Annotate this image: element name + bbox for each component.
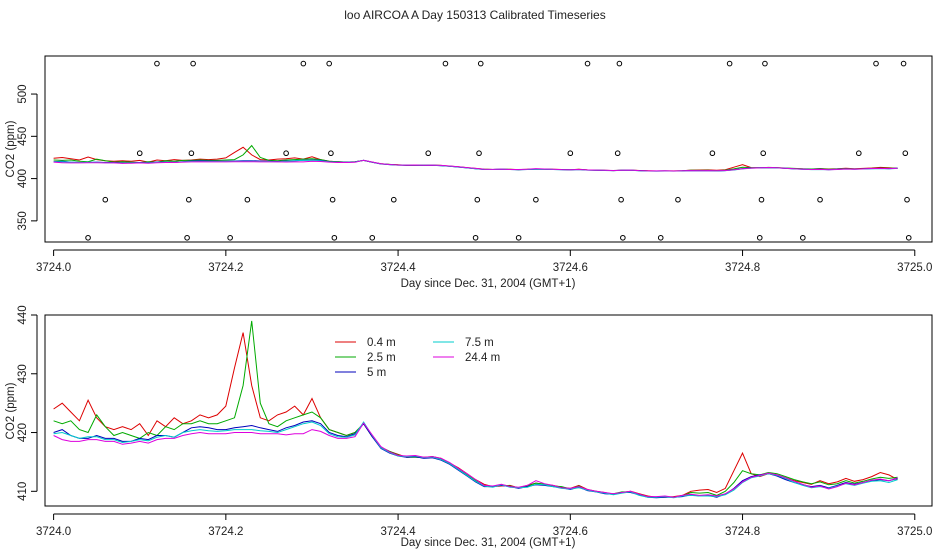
calibration-point <box>756 234 763 241</box>
bottom-axis-ticks: 3724.0 3724.2 3724.4 3724.6 3724.8 3725.0 410 4… <box>17 305 932 538</box>
top-plot-frame <box>44 55 933 243</box>
bottom-y-tick-label: 430 <box>17 364 29 383</box>
bottom-y-tick-label: 420 <box>17 423 29 442</box>
calibration-point <box>900 60 907 67</box>
calibration-point <box>800 234 806 241</box>
top-panel: 3724.0 3724.2 3724.4 3724.6 3724.8 3725.0 350 4… <box>5 55 933 290</box>
calibration-point <box>472 234 479 241</box>
calibration-point <box>154 60 160 67</box>
calibration-point <box>390 196 397 203</box>
top-series-lines <box>53 144 898 172</box>
series-line <box>53 421 898 499</box>
calibration-point <box>369 234 376 241</box>
calibration-point <box>85 234 91 241</box>
calibration-point <box>425 150 432 157</box>
calibration-point <box>474 196 481 203</box>
calibration-point <box>515 234 522 241</box>
top-y-tick-label: 400 <box>17 169 29 188</box>
calibration-point <box>584 60 591 67</box>
calibration-point <box>328 150 334 157</box>
calibration-point <box>102 196 109 203</box>
calibration-point <box>762 60 768 67</box>
calibration-point <box>616 60 623 67</box>
calibration-point <box>856 150 862 157</box>
legend-label: 2.5 m <box>367 352 396 364</box>
bottom-x-tick-label: 3724.2 <box>208 526 243 538</box>
calibration-point <box>760 150 767 157</box>
calibration-point <box>620 234 626 241</box>
calibration-point <box>331 234 338 241</box>
top-y-tick-label: 350 <box>17 211 29 230</box>
calibration-point <box>188 150 195 157</box>
bottom-y-tick-label: 410 <box>17 482 29 501</box>
top-x-tick-label: 3724.0 <box>36 262 71 274</box>
calibration-point <box>567 150 574 157</box>
legend-label: 0.4 m <box>367 337 396 349</box>
calibration-point <box>817 196 823 203</box>
calibration-point <box>614 150 621 157</box>
bottom-x-tick-label: 3725.0 <box>897 526 932 538</box>
top-y-axis-label: CO2 (ppm) <box>5 120 17 177</box>
legend-label: 7.5 m <box>465 337 494 349</box>
bottom-y-tick-label: 440 <box>17 305 29 324</box>
calibration-point <box>709 150 716 157</box>
calibration-point <box>184 234 190 241</box>
bottom-x-tick-label: 3724.8 <box>725 526 760 538</box>
bottom-series-lines <box>53 320 898 499</box>
calibration-point <box>902 150 909 157</box>
top-x-tick-label: 3724.4 <box>380 262 416 274</box>
top-y-tick-label: 500 <box>17 84 29 103</box>
calibration-point <box>329 196 336 203</box>
calibration-point <box>905 234 912 241</box>
bottom-x-tick-label: 3724.4 <box>380 526 416 538</box>
top-x-tick-label: 3725.0 <box>897 262 932 274</box>
calibration-point <box>533 196 539 203</box>
top-x-tick-label: 3724.6 <box>553 262 588 274</box>
calibration-point <box>477 60 484 67</box>
calibration-point <box>726 60 733 67</box>
calibration-point <box>618 196 624 203</box>
calibration-point <box>904 196 910 203</box>
calibration-point <box>190 60 196 67</box>
calibration-point <box>227 234 233 241</box>
legend-label: 24.4 m <box>465 352 500 364</box>
bottom-plot-frame <box>44 314 933 507</box>
calibration-point <box>657 234 664 241</box>
series-line <box>53 422 898 498</box>
top-axis-ticks: 3724.0 3724.2 3724.4 3724.6 3724.8 3725.0 350 4… <box>17 84 932 274</box>
bottom-x-tick-label: 3724.0 <box>36 526 71 538</box>
bottom-legend: 0.4 m 2.5 m 5 m 7.5 m 24.4 m <box>335 337 500 379</box>
series-line <box>53 420 898 499</box>
calibration-point <box>476 150 482 157</box>
figure-title: loo AIRCOA A Day 150313 Calibrated Times… <box>344 8 605 22</box>
top-x-axis-label: Day since Dec. 31, 2004 (GMT+1) <box>401 278 576 290</box>
top-x-tick-label: 3724.8 <box>725 262 760 274</box>
calibration-point <box>283 150 289 157</box>
top-y-tick-label: 450 <box>17 127 29 146</box>
top-x-tick-label: 3724.2 <box>208 262 243 274</box>
top-calibration-points <box>85 60 912 241</box>
calibration-point <box>873 60 879 67</box>
bottom-x-axis-label: Day since Dec. 31, 2004 (GMT+1) <box>401 537 576 549</box>
top-series-line <box>53 159 898 172</box>
calibration-point <box>186 196 192 203</box>
calibration-point <box>326 60 332 67</box>
bottom-x-tick-label: 3724.6 <box>553 526 588 538</box>
calibration-point <box>136 150 143 157</box>
calibration-point <box>675 196 681 203</box>
calibration-point <box>244 196 251 203</box>
calibration-point <box>442 60 449 67</box>
calibration-point <box>758 196 765 203</box>
legend-label: 5 m <box>367 367 386 379</box>
calibration-point <box>300 60 307 67</box>
bottom-y-axis-label: CO2 (ppm) <box>5 382 17 439</box>
bottom-panel: 3724.0 3724.2 3724.4 3724.6 3724.8 3725.0 410 4… <box>5 305 933 549</box>
